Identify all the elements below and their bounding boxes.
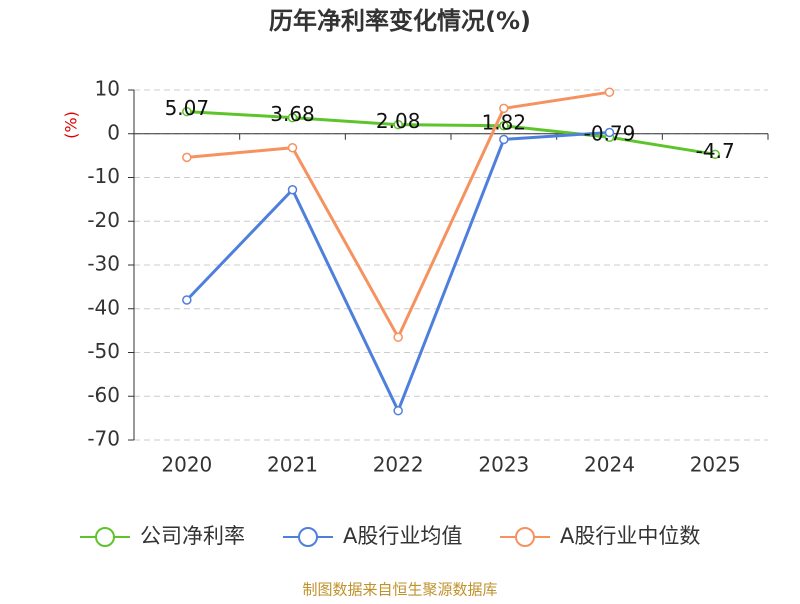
data-point <box>393 332 403 342</box>
chart-title: 历年净利率变化情况(%) <box>269 7 531 35</box>
legend-label: A股行业中位数 <box>560 524 700 548</box>
legend-label: 公司净利率 <box>140 524 245 548</box>
data-point <box>499 134 509 145</box>
legend-marker <box>515 527 535 547</box>
y-axis-label: (%) <box>62 111 81 139</box>
data-label: 1.82 <box>482 110 527 134</box>
x-tick-label: 2025 <box>690 453 741 477</box>
x-tick-label: 2024 <box>584 453 635 477</box>
data-point <box>182 152 192 163</box>
data-point <box>393 119 403 130</box>
data-point <box>710 149 720 160</box>
data-point <box>604 127 615 138</box>
footer: 制图数据来自恒生聚源数据库 <box>302 581 497 599</box>
x-tick-label: 2020 <box>161 453 212 477</box>
data-label: 2.08 <box>376 109 421 133</box>
series-line <box>185 130 610 415</box>
y-tick-label: -20 <box>87 208 120 232</box>
data-label: 5.07 <box>165 96 210 120</box>
data-point <box>182 295 192 305</box>
y-tick-label: -50 <box>87 339 120 363</box>
x-tick-label: 2021 <box>267 453 318 477</box>
x-tick-label: 2023 <box>478 453 529 477</box>
data-label: -4.7 <box>696 139 735 163</box>
y-tick-label: 0 <box>107 120 120 144</box>
data-point <box>287 185 298 195</box>
data-label: 3.68 <box>270 102 315 126</box>
series-line <box>186 110 716 156</box>
legend-marker <box>95 527 115 547</box>
y-tick-label: -30 <box>87 252 120 276</box>
data-point <box>499 103 509 114</box>
data-point <box>499 121 509 131</box>
legend-marker <box>298 527 318 547</box>
y-tick-label: -10 <box>87 164 120 188</box>
data-point <box>287 143 298 153</box>
y-tick-label: -40 <box>87 295 120 319</box>
y-tick-label: 10 <box>95 77 120 101</box>
data-label: -0.79 <box>584 122 636 146</box>
data-point <box>287 112 298 123</box>
x-tick-label: 2022 <box>373 453 424 477</box>
y-tick-label: -60 <box>87 383 120 407</box>
data-point <box>604 87 615 97</box>
legend-label: A股行业均值 <box>343 524 462 548</box>
y-tick-label: -70 <box>87 427 120 451</box>
data-point <box>182 106 192 117</box>
data-point <box>393 405 403 416</box>
